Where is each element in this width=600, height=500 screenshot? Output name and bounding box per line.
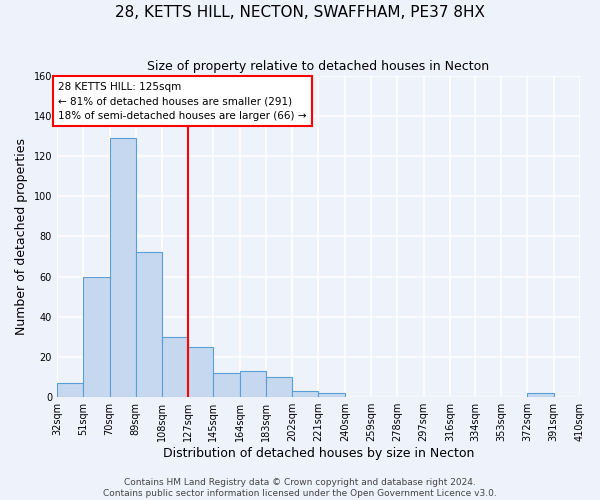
- Bar: [83, 276, 110, 397]
- Bar: [527, 393, 554, 397]
- Bar: [57, 383, 83, 397]
- Y-axis label: Number of detached properties: Number of detached properties: [15, 138, 28, 335]
- X-axis label: Distribution of detached houses by size in Necton: Distribution of detached houses by size …: [163, 447, 474, 460]
- Text: Contains HM Land Registry data © Crown copyright and database right 2024.
Contai: Contains HM Land Registry data © Crown c…: [103, 478, 497, 498]
- Bar: [213, 373, 239, 397]
- Text: 28, KETTS HILL, NECTON, SWAFFHAM, PE37 8HX: 28, KETTS HILL, NECTON, SWAFFHAM, PE37 8…: [115, 5, 485, 20]
- Text: 28 KETTS HILL: 125sqm
← 81% of detached houses are smaller (291)
18% of semi-det: 28 KETTS HILL: 125sqm ← 81% of detached …: [58, 82, 307, 121]
- Bar: [319, 393, 345, 397]
- Bar: [239, 371, 266, 397]
- Bar: [110, 138, 136, 397]
- Bar: [580, 395, 600, 397]
- Bar: [136, 252, 162, 397]
- Bar: [266, 377, 292, 397]
- Bar: [292, 391, 319, 397]
- Title: Size of property relative to detached houses in Necton: Size of property relative to detached ho…: [148, 60, 490, 73]
- Bar: [188, 347, 213, 397]
- Bar: [162, 337, 188, 397]
